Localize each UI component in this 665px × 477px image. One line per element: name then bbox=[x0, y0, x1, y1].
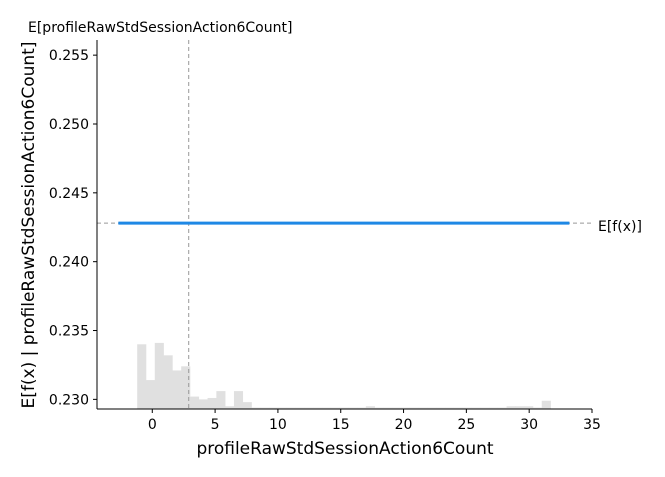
histogram-bar bbox=[330, 407, 340, 409]
histogram-bar bbox=[383, 407, 393, 409]
expected-value-label: E[f(x)] bbox=[598, 219, 642, 235]
histogram-bar bbox=[427, 407, 437, 409]
y-tick-label: 0.240 bbox=[49, 255, 89, 271]
histogram-bar bbox=[392, 407, 402, 409]
histogram-bar bbox=[321, 407, 331, 409]
y-tick-label: 0.245 bbox=[49, 186, 89, 202]
histogram-bar bbox=[524, 406, 534, 409]
histogram-bar bbox=[260, 407, 270, 409]
histogram-bar bbox=[242, 402, 252, 409]
x-axis-ticks: 0 5 10 15 20 25 30 35 bbox=[148, 409, 601, 433]
histogram-bar bbox=[286, 407, 296, 409]
histogram-bar bbox=[532, 407, 543, 409]
y-tick-label: 0.230 bbox=[49, 392, 89, 408]
x-axis-title: profileRawStdSessionAction6Count bbox=[196, 439, 493, 459]
histogram-bar bbox=[137, 344, 147, 409]
x-tick-label: 15 bbox=[332, 417, 350, 433]
histogram-bar bbox=[198, 399, 208, 409]
histogram-bar bbox=[541, 400, 551, 409]
histogram-bar bbox=[181, 366, 191, 409]
histogram-bar bbox=[436, 407, 446, 409]
histogram-bar bbox=[453, 407, 463, 409]
histogram-bar bbox=[277, 407, 288, 409]
histogram-bar bbox=[418, 407, 428, 409]
x-tick-label: 25 bbox=[457, 417, 475, 433]
x-tick-label: 20 bbox=[395, 417, 413, 433]
y-tick-label: 0.235 bbox=[49, 324, 89, 340]
histogram-bar bbox=[357, 407, 367, 409]
x-tick-label: 10 bbox=[269, 417, 287, 433]
histogram-bar bbox=[216, 391, 226, 409]
histogram-bar bbox=[348, 407, 358, 409]
histogram-bar bbox=[471, 407, 481, 409]
histogram-bar bbox=[480, 407, 490, 409]
histogram-bar bbox=[145, 380, 156, 409]
histogram-bar bbox=[295, 407, 305, 409]
histogram-bar bbox=[313, 407, 323, 409]
histogram-bar bbox=[233, 391, 244, 409]
histogram-bar bbox=[163, 355, 173, 409]
histogram-bar bbox=[269, 407, 279, 409]
histogram-bar bbox=[339, 407, 349, 409]
histogram-bar bbox=[401, 407, 411, 409]
histogram-bar bbox=[445, 407, 455, 409]
feature-mean-label: E[profileRawStdSessionAction6Count] bbox=[28, 20, 292, 36]
histogram-bar bbox=[374, 407, 384, 409]
y-tick-label: 0.250 bbox=[49, 117, 89, 133]
histogram-bar bbox=[409, 407, 419, 409]
histogram-bar bbox=[207, 397, 217, 409]
x-tick-label: 35 bbox=[583, 417, 601, 433]
x-tick-label: 30 bbox=[520, 417, 538, 433]
x-tick-label: 5 bbox=[211, 417, 220, 433]
histogram-bar bbox=[462, 407, 472, 409]
histogram-bar bbox=[515, 406, 525, 409]
y-axis-ticks: 0.230 0.235 0.240 0.245 0.250 0.255 bbox=[49, 48, 97, 408]
histogram-bar bbox=[172, 370, 182, 409]
histogram-bar bbox=[497, 407, 507, 409]
histogram-bars bbox=[137, 342, 551, 409]
histogram-bar bbox=[225, 406, 235, 409]
x-tick-label: 0 bbox=[148, 417, 157, 433]
histogram-bar bbox=[154, 342, 164, 409]
histogram-bar bbox=[189, 396, 200, 409]
histogram-bar bbox=[251, 407, 261, 409]
histogram-bar bbox=[304, 407, 314, 409]
histogram-bar bbox=[506, 406, 516, 409]
y-axis-title: E[f(x) | profileRawStdSessionAction6Coun… bbox=[19, 42, 39, 409]
histogram-bar bbox=[488, 407, 499, 409]
histogram-bar bbox=[365, 406, 375, 409]
y-tick-label: 0.255 bbox=[49, 48, 89, 64]
